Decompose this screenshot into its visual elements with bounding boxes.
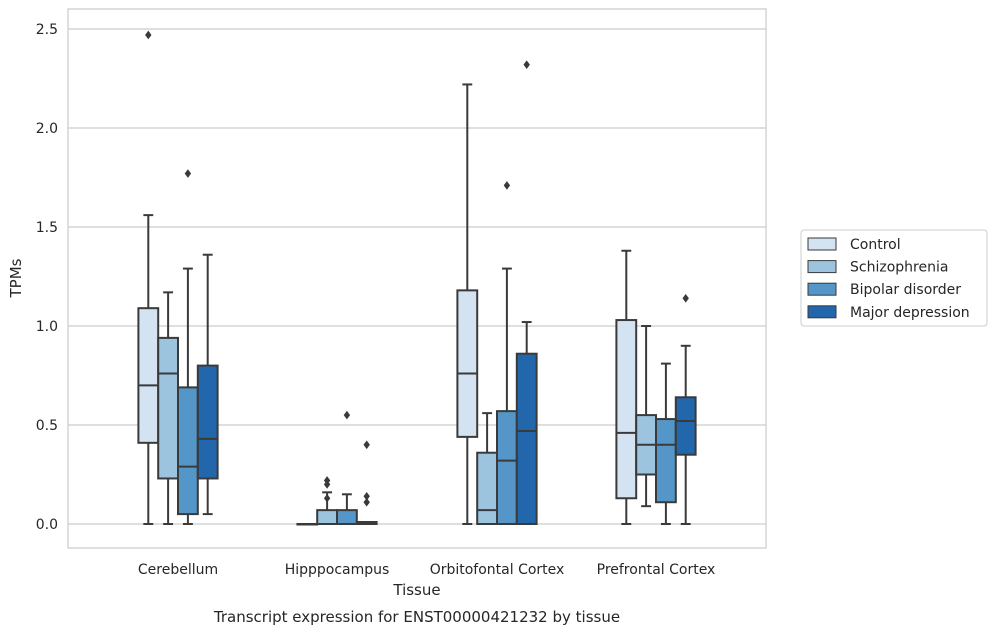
legend-item: Bipolar disorder [807,282,961,298]
box-0-3 [196,253,219,516]
legend-label: Major depression [850,305,970,321]
legend-frame [800,229,988,327]
legend-item: Schizophrenia [807,260,948,276]
box-body [316,509,339,526]
y-tick-label: 0.5 [36,418,58,434]
box-3-2 [655,362,677,525]
y-tick-labels: 0.0 0.5 1.0 1.5 2.0 2.5 [36,22,58,533]
outlier-point [363,440,370,450]
box-body [476,451,499,525]
box-2-3 [515,60,538,525]
outlier-point [503,181,511,190]
box-body [674,396,697,456]
box-2-1 [476,412,499,525]
legend-item: Control [807,237,901,253]
plot-frame [67,8,767,549]
legend-label: Bipolar disorder [850,282,961,298]
y-tick-label: 1.5 [36,220,58,236]
box-3-1 [635,325,658,508]
y-axis-label: TPMs [7,258,25,298]
outlier-point [523,60,530,69]
box-body [496,410,518,526]
x-axis-label: Tissue [392,581,440,599]
x-tick-label: Orbitofontal Cortex [430,562,565,578]
outlier-point [145,30,152,40]
box-body [456,289,479,438]
box-body [157,336,179,480]
legend: Control Schizophrenia Bipolar disorder Majo… [800,229,988,327]
y-tick-label: 1.0 [36,319,58,335]
box-body [177,386,199,516]
box-0-0 [137,30,160,525]
legend-label: Schizophrenia [850,260,948,276]
box-2-0 [456,83,479,525]
x-tick-label: Hipppocampus [285,562,390,578]
x-tick-label: Prefrontal Cortex [597,562,716,578]
box-3-0 [615,249,638,525]
box-body [515,352,538,525]
legend-swatch [807,260,837,274]
legend-swatch [807,237,837,251]
box-body [655,418,677,504]
box-body [615,319,638,500]
y-tick-label: 0.0 [36,517,58,533]
box-3-3 [674,293,697,525]
outlier-point [363,497,370,507]
box-1-1 [316,476,339,526]
y-tick-label: 2.5 [36,22,58,38]
box-1-2 [336,410,358,526]
legend-swatch [807,305,837,319]
legend-label: Control [850,237,901,253]
box-body [196,364,219,480]
box-2-2 [496,181,518,526]
x-tick-labels: Cerebellum Hipppocampus Orbitofontal Corte… [138,562,715,578]
outlier-point [323,493,331,503]
box-body [137,307,160,444]
box-1-0 [296,523,319,526]
legend-swatch [807,282,837,296]
box-1-3 [355,440,378,526]
outlier-point [184,169,192,178]
box-layer [137,30,697,526]
box-body [336,509,358,526]
chart-caption: Transcript expression for ENST0000042123… [213,608,620,626]
outlier-point [323,480,331,489]
outlier-point [682,293,689,303]
outlier-point [343,410,351,420]
outlier-point [363,491,370,501]
box-0-2 [177,169,199,525]
legend-item: Major depression [807,305,970,321]
y-tick-label: 2.0 [36,121,58,137]
x-tick-label: Cerebellum [138,562,218,578]
box-0-1 [157,291,179,525]
